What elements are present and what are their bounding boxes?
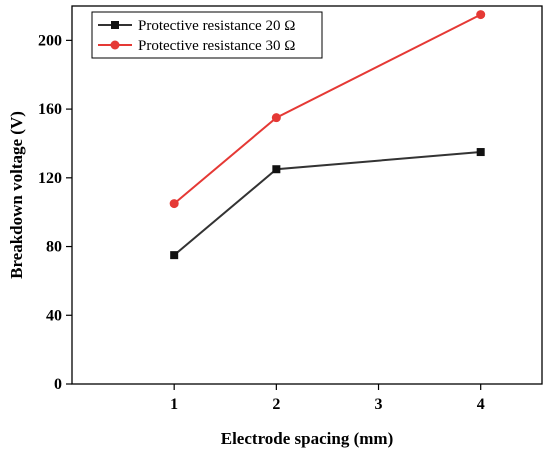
series-2	[169, 10, 486, 209]
y-tick-label: 0	[54, 376, 62, 393]
y-tick-label: 80	[46, 239, 62, 256]
x-tick-label: 3	[375, 396, 383, 413]
x-tick-label: 2	[272, 396, 280, 413]
data-point	[272, 165, 281, 174]
legend-item: Protective resistance 20 Ω	[98, 18, 295, 34]
y-tick-label: 200	[38, 32, 62, 49]
series-line	[173, 151, 481, 256]
legend-item: Protective resistance 30 Ω	[98, 38, 295, 54]
y-tick-label: 160	[38, 101, 62, 118]
series-group	[169, 10, 486, 260]
legend: Protective resistance 20 Ω Protective res…	[91, 11, 323, 59]
legend-box	[91, 11, 323, 59]
x-tick-label: 4	[477, 396, 485, 413]
x-tick-label: 1	[170, 396, 178, 413]
data-point	[476, 10, 486, 20]
x-axis-title: Electrode spacing (mm)	[221, 429, 394, 448]
data-point	[271, 113, 281, 123]
legend-marker	[110, 40, 120, 50]
data-point	[169, 199, 179, 209]
data-point	[170, 251, 179, 260]
data-point	[476, 148, 485, 157]
y-tick-label: 120	[38, 170, 62, 187]
legend-marker	[111, 21, 119, 29]
legend-label: Protective resistance 20 Ω	[138, 18, 295, 34]
series-1	[170, 148, 485, 260]
y-axis-title: Breakdown voltage (V)	[7, 111, 26, 279]
y-tick-label: 40	[46, 307, 62, 324]
plot-frame	[71, 5, 543, 385]
legend-label: Protective resistance 30 Ω	[138, 38, 295, 54]
